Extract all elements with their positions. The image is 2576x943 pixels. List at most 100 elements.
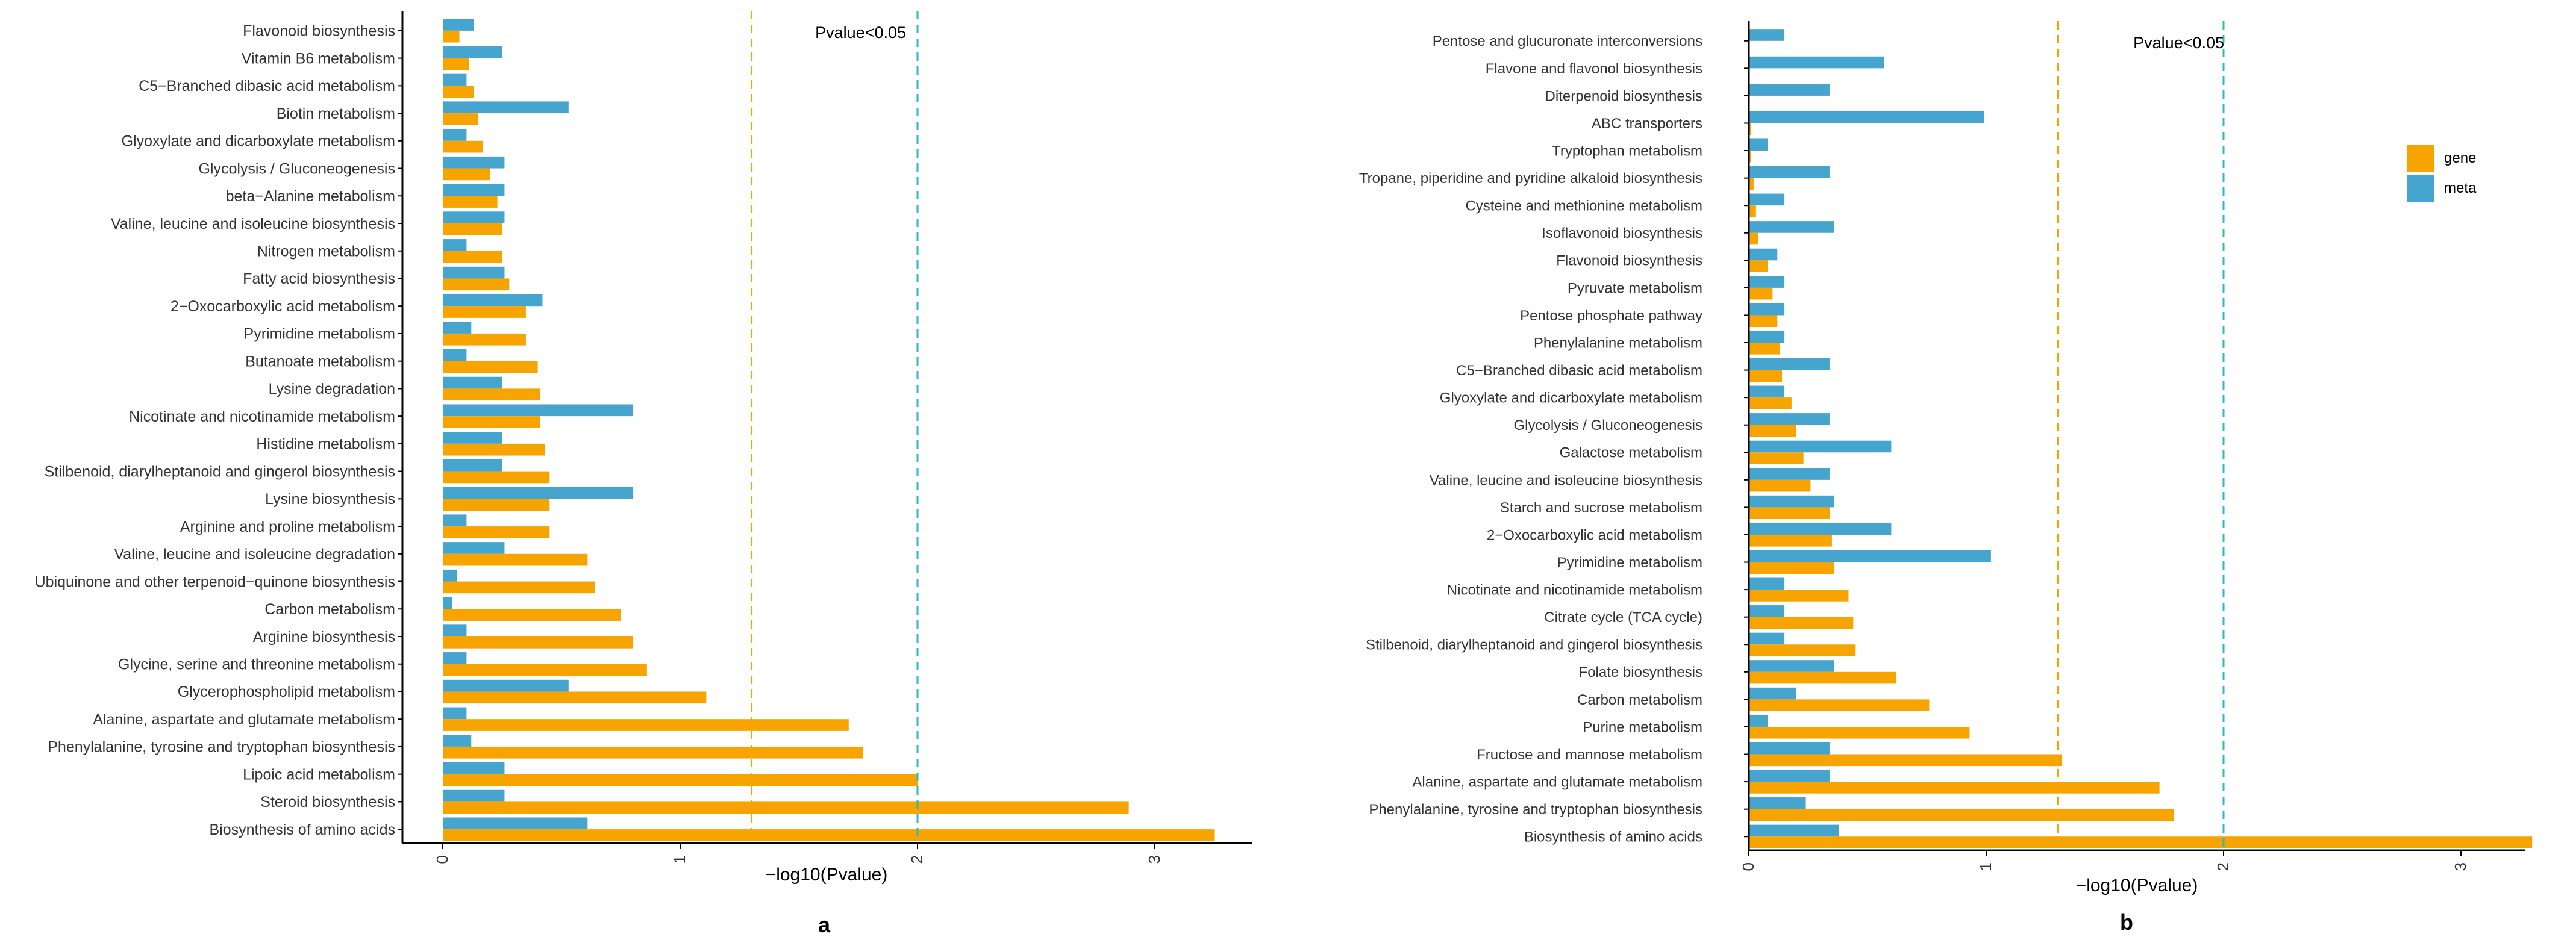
category-label-phenylalanine-tyrosine-and-tryptophan-biosynthesis: Phenylalanine, tyrosine and tryptophan b… xyxy=(1369,801,1702,818)
category-label-pentose-and-glucuronate-interconversions: Pentose and glucuronate interconversions xyxy=(1433,33,1702,49)
bar-meta-isoflavonoid-biosynthesis xyxy=(1749,221,1834,233)
bar-meta-biosynthesis-of-amino-acids xyxy=(443,817,588,830)
category-label-carbon-metabolism: Carbon metabolism xyxy=(264,601,395,618)
category-label-flavonoid-biosynthesis: Flavonoid biosynthesis xyxy=(1556,253,1702,269)
bar-meta-histidine-metabolism xyxy=(443,432,502,444)
bar-meta-lysine-biosynthesis xyxy=(443,487,633,499)
bar-gene-histidine-metabolism xyxy=(443,443,545,456)
bar-meta-valine-leucine-and-isoleucine-biosynthesis xyxy=(443,211,505,223)
bar-meta-pyruvate-metabolism xyxy=(1749,276,1785,288)
bar-meta-galactose-metabolism xyxy=(1749,440,1892,453)
x-tick-label-0: 0 xyxy=(433,855,451,864)
category-label-2-oxocarboxylic-acid-metabolism: 2−Oxocarboxylic acid metabolism xyxy=(1487,527,1702,543)
x-tick-label-3: 3 xyxy=(2451,862,2469,871)
bar-gene-beta-alanine-metabolism xyxy=(443,196,498,208)
bar-meta-vitamin-b6-metabolism xyxy=(443,46,502,58)
bar-meta-arginine-biosynthesis xyxy=(443,624,467,636)
bar-meta-glyoxylate-and-dicarboxylate-metabolism xyxy=(443,129,467,141)
category-label-fructose-and-mannose-metabolism: Fructose and mannose metabolism xyxy=(1477,747,1702,763)
bar-gene-arginine-and-proline-metabolism xyxy=(443,526,550,538)
bar-gene-lysine-biosynthesis xyxy=(443,499,550,511)
category-label-abc-transporters: ABC transporters xyxy=(1592,116,1702,132)
legend-swatch-meta xyxy=(2407,175,2434,202)
bar-gene-starch-and-sucrose-metabolism xyxy=(1749,507,1830,520)
bar-meta-tropane-piperidine-and-pyridine-alkaloid-biosynthesis xyxy=(1749,166,1830,178)
category-label-carbon-metabolism: Carbon metabolism xyxy=(1577,692,1702,708)
bar-gene-citrate-cycle-tca-cycle xyxy=(1749,617,1854,629)
bar-meta-flavonoid-biosynthesis xyxy=(1749,248,1778,261)
x-axis-title: −log10(Pvalue) xyxy=(766,865,888,885)
bar-gene-galactose-metabolism xyxy=(1749,452,1804,464)
bar-gene-phenylalanine-metabolism xyxy=(1749,343,1780,355)
category-label-purine-metabolism: Purine metabolism xyxy=(1583,719,1702,735)
bar-meta-fructose-and-mannose-metabolism xyxy=(1749,742,1830,755)
bar-gene-alanine-aspartate-and-glutamate-metabolism xyxy=(443,719,849,731)
bar-meta-c5-branched-dibasic-acid-metabolism xyxy=(443,73,467,86)
bar-gene-fatty-acid-biosynthesis xyxy=(443,278,510,291)
bar-meta-phenylalanine-tyrosine-and-tryptophan-biosynthesis xyxy=(443,735,472,747)
bar-gene-carbon-metabolism xyxy=(1749,699,1930,711)
bar-meta-steroid-biosynthesis xyxy=(443,789,505,802)
bar-gene-valine-leucine-and-isoleucine-biosynthesis xyxy=(443,223,502,235)
category-label-citrate-cycle-tca-cycle: Citrate cycle (TCA cycle) xyxy=(1544,609,1702,626)
bar-gene-fructose-and-mannose-metabolism xyxy=(1749,754,2063,767)
bar-gene-pyruvate-metabolism xyxy=(1749,287,1773,300)
category-label-flavonoid-biosynthesis: Flavonoid biosynthesis xyxy=(243,23,395,40)
x-axis-title: −log10(Pvalue) xyxy=(2076,876,2198,895)
category-label-c5-branched-dibasic-acid-metabolism: C5−Branched dibasic acid metabolism xyxy=(1456,363,1702,379)
category-label-valine-leucine-and-isoleucine-degradation: Valine, leucine and isoleucine degradati… xyxy=(114,546,395,563)
category-label-glycine-serine-and-threonine-metabolism: Glycine, serine and threonine metabolism xyxy=(118,656,395,673)
category-label-glyoxylate-and-dicarboxylate-metabolism: Glyoxylate and dicarboxylate metabolism xyxy=(1440,390,1702,406)
category-label-glycolysis-gluconeogenesis: Glycolysis / Gluconeogenesis xyxy=(198,160,395,177)
bar-gene-steroid-biosynthesis xyxy=(443,801,1129,814)
bar-gene-pyrimidine-metabolism xyxy=(1749,562,1834,574)
category-label-flavone-and-flavonol-biosynthesis: Flavone and flavonol biosynthesis xyxy=(1486,61,1702,77)
bar-gene-phenylalanine-tyrosine-and-tryptophan-biosynthesis xyxy=(1749,809,2174,821)
bar-meta-pentose-phosphate-pathway xyxy=(1749,303,1785,316)
category-label-diterpenoid-biosynthesis: Diterpenoid biosynthesis xyxy=(1545,88,1702,104)
bar-gene-glyoxylate-and-dicarboxylate-metabolism xyxy=(443,140,483,153)
category-label-biosynthesis-of-amino-acids: Biosynthesis of amino acids xyxy=(1524,829,1702,845)
bar-meta-biotin-metabolism xyxy=(443,101,569,114)
category-label-ubiquinone-and-other-terpenoid-quinone-biosynthesis: Ubiquinone and other terpenoid−quinone b… xyxy=(35,573,395,590)
bar-gene-biosynthesis-of-amino-acids xyxy=(1749,836,2533,848)
legend-label-gene: gene xyxy=(2444,150,2476,166)
category-label-glyoxylate-and-dicarboxylate-metabolism: Glyoxylate and dicarboxylate metabolism xyxy=(122,133,395,150)
bar-gene-nitrogen-metabolism xyxy=(443,251,502,263)
bar-gene-phenylalanine-tyrosine-and-tryptophan-biosynthesis xyxy=(443,746,863,759)
category-label-arginine-and-proline-metabolism: Arginine and proline metabolism xyxy=(180,518,395,535)
panel-b: Pentose and glucuronate interconversions… xyxy=(1359,21,2533,935)
bar-gene-stilbenoid-diarylheptanoid-and-gingerol-biosynthesis xyxy=(443,471,550,484)
panel-label-b: b xyxy=(2120,910,2133,935)
bar-gene-lipoic-acid-metabolism xyxy=(443,774,918,786)
category-label-arginine-biosynthesis: Arginine biosynthesis xyxy=(253,629,395,646)
x-tick-label-2: 2 xyxy=(908,855,926,864)
category-label-phenylalanine-tyrosine-and-tryptophan-biosynthesis: Phenylalanine, tyrosine and tryptophan b… xyxy=(48,739,395,756)
bar-gene-purine-metabolism xyxy=(1749,726,1970,739)
bar-gene-glycolysis-gluconeogenesis xyxy=(443,168,490,181)
bar-meta-beta-alanine-metabolism xyxy=(443,184,505,196)
bar-meta-pyrimidine-metabolism xyxy=(443,322,472,334)
x-tick-label-2: 2 xyxy=(2214,862,2232,871)
bar-meta-starch-and-sucrose-metabolism xyxy=(1749,495,1834,508)
category-label-alanine-aspartate-and-glutamate-metabolism: Alanine, aspartate and glutamate metabol… xyxy=(1412,774,1702,790)
bar-gene-glyoxylate-and-dicarboxylate-metabolism xyxy=(1749,397,1792,409)
bar-meta-pentose-and-glucuronate-interconversions xyxy=(1749,29,1785,41)
bar-gene-stilbenoid-diarylheptanoid-and-gingerol-biosynthesis xyxy=(1749,644,1856,656)
bar-meta-lysine-degradation xyxy=(443,376,502,389)
bar-meta-cysteine-and-methionine-metabolism xyxy=(1749,193,1785,206)
category-label-phenylalanine-metabolism: Phenylalanine metabolism xyxy=(1534,335,1702,351)
bar-meta-carbon-metabolism xyxy=(443,597,452,609)
x-tick-label-1: 1 xyxy=(1977,862,1995,871)
bar-gene-abc-transporters xyxy=(1749,123,1751,135)
bar-gene-2-oxocarboxylic-acid-metabolism xyxy=(1749,534,1832,547)
bar-gene-folate-biosynthesis xyxy=(1749,671,1896,684)
category-label-biosynthesis-of-amino-acids: Biosynthesis of amino acids xyxy=(210,821,395,838)
category-label-alanine-aspartate-and-glutamate-metabolism: Alanine, aspartate and glutamate metabol… xyxy=(93,711,395,728)
x-tick-label-3: 3 xyxy=(1145,855,1163,864)
bar-gene-pentose-phosphate-pathway xyxy=(1749,315,1778,328)
category-label-fatty-acid-biosynthesis: Fatty acid biosynthesis xyxy=(243,270,395,287)
bar-meta-biosynthesis-of-amino-acids xyxy=(1749,824,1839,837)
bar-meta-valine-leucine-and-isoleucine-degradation xyxy=(443,542,505,554)
bar-meta-citrate-cycle-tca-cycle xyxy=(1749,605,1785,617)
